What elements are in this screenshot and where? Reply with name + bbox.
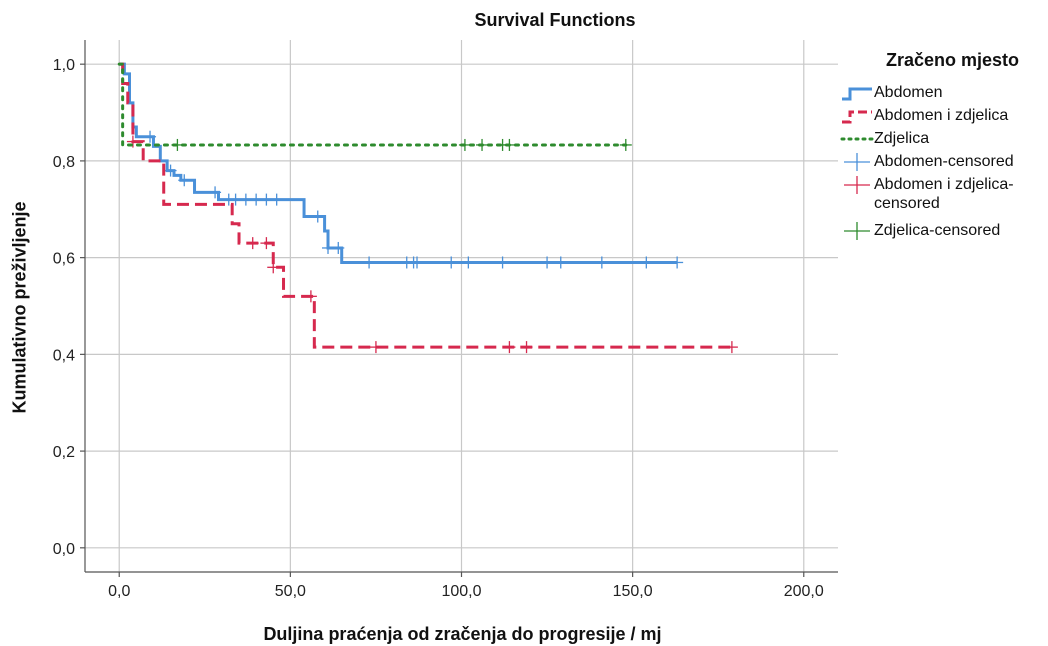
x-axis-label: Duljina praćenja od zračenja do progresi… (263, 624, 662, 644)
y-tick-label: 0,0 (53, 541, 75, 558)
x-tick-label: 0,0 (108, 583, 130, 600)
legend-swatch (844, 153, 870, 171)
legend-item: Zdjelica (840, 129, 1045, 152)
legend-items: Abdomen Abdomen i zdjelica Zdjelica Abdomen… (840, 83, 1045, 244)
y-tick-label: 0,6 (53, 251, 75, 268)
legend-item: Abdomen (840, 83, 1045, 106)
series-line-zdjelica (117, 62, 628, 147)
series-line-abdomen-i-zdjelica (119, 62, 732, 349)
x-tick-label: 100,0 (441, 583, 481, 600)
x-tick-label: 200,0 (784, 583, 824, 600)
legend-title: Zračeno mjesto (885, 50, 1020, 70)
legend-swatch (844, 176, 870, 194)
x-tick-label: 50,0 (275, 583, 306, 600)
chart-title: Survival Functions (474, 10, 636, 30)
x-tick-label: 150,0 (613, 583, 653, 600)
y-tick-label: 1,0 (53, 57, 75, 74)
legend-item: Abdomen i zdjelica (840, 106, 1045, 129)
y-tick-label: 0,2 (53, 444, 75, 461)
legend-label: Abdomen (874, 84, 943, 101)
series-line-abdomen (119, 62, 678, 264)
legend: Zračeno mjesto Abdomen Abdomen i zdjelica… (840, 50, 1045, 244)
legend-item: Abdomen i zdjelica- censored (840, 175, 1045, 221)
legend-swatch (842, 110, 872, 124)
legend-label: Zdjelica-censored (874, 222, 1001, 239)
legend-label: Abdomen i zdjelica (874, 107, 1009, 124)
legend-label: Zdjelica (874, 130, 930, 147)
y-tick-label: 0,8 (53, 154, 75, 171)
legend-item: Abdomen-censored (840, 152, 1045, 175)
legend-swatch (840, 137, 874, 141)
legend-item: Zdjelica-censored (840, 221, 1045, 244)
y-tick-label: 0,4 (53, 347, 75, 364)
legend-swatch (842, 87, 872, 101)
legend-swatch (844, 222, 870, 240)
legend-label: Abdomen-censored (874, 153, 1014, 170)
legend-label: Abdomen i zdjelica- censored (874, 176, 1014, 212)
